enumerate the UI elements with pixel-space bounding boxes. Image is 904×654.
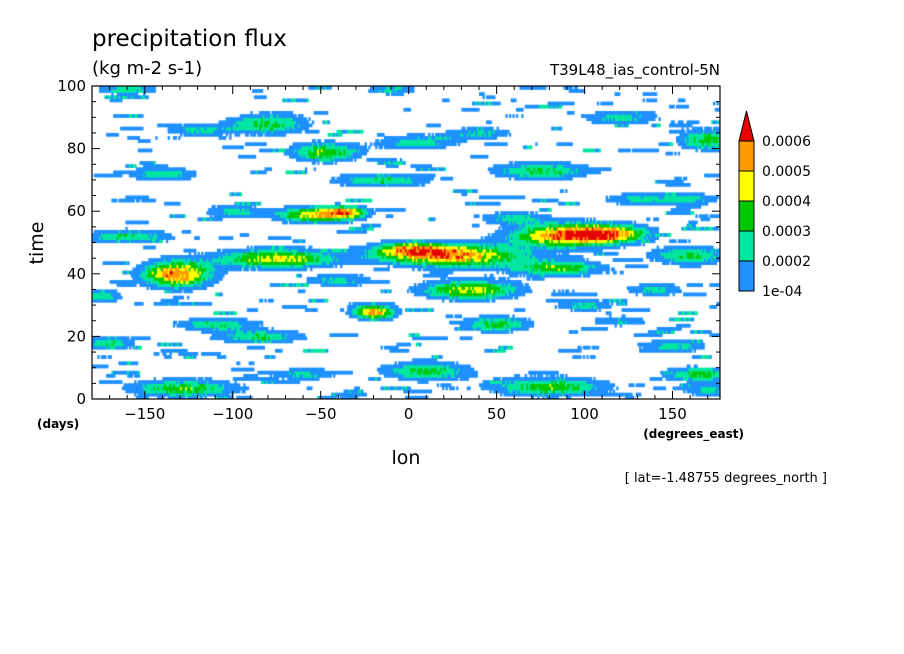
- colorbar-label: 0.0005: [762, 164, 811, 180]
- y-tick-label: 0: [76, 390, 86, 408]
- chart-title: precipitation flux: [92, 26, 287, 52]
- x-tick-label: −50: [305, 405, 337, 423]
- x-axis-label: lon: [392, 447, 421, 469]
- colorbar-label: 0.0004: [762, 194, 811, 210]
- colorbar-box: [738, 170, 755, 202]
- y-tick-label: 100: [57, 77, 86, 95]
- chart-units: (kg m-2 s-1): [92, 58, 202, 79]
- y-tick-label: 80: [67, 140, 86, 158]
- colorbar-label: 0.0006: [762, 134, 811, 150]
- x-tick-label: −100: [212, 405, 253, 423]
- x-tick-label: 0: [404, 405, 414, 423]
- heatmap-area: [92, 86, 720, 399]
- run-label: T39L48_ias_control-5N: [549, 61, 720, 80]
- y-axis-units: (days): [37, 417, 79, 431]
- colorbar-label: 0.0002: [762, 254, 811, 270]
- colorbar-box: [738, 230, 755, 262]
- y-tick-label: 40: [67, 265, 86, 283]
- y-axis-label: time: [26, 222, 48, 265]
- colorbar-extend-triangle: [738, 110, 755, 142]
- x-axis-units: (degrees_east): [643, 427, 744, 442]
- x-tick-label: 150: [658, 405, 687, 423]
- y-tick-label: 60: [67, 202, 86, 220]
- y-tick-label: 20: [67, 327, 86, 345]
- colorbar-box: [738, 140, 755, 172]
- x-axis: −150 −100 −50 0 50 100 150: [109, 86, 709, 423]
- x-tick-label: 100: [570, 405, 599, 423]
- colorbar-label: 1e-04: [762, 284, 802, 300]
- colorbar-legend: 1e-04 0.0002 0.0003 0.0004 0.0005 0.0006: [738, 110, 811, 300]
- y-axis: 0 20 40 60 80 100: [57, 77, 720, 408]
- latitude-footnote: [ lat=-1.48755 degrees_north ]: [625, 471, 827, 486]
- x-tick-label: −150: [124, 405, 165, 423]
- x-tick-label: 50: [487, 405, 506, 423]
- colorbar-label: 0.0003: [762, 224, 811, 240]
- colorbar-box: [738, 200, 755, 232]
- colorbar-box: [738, 260, 755, 292]
